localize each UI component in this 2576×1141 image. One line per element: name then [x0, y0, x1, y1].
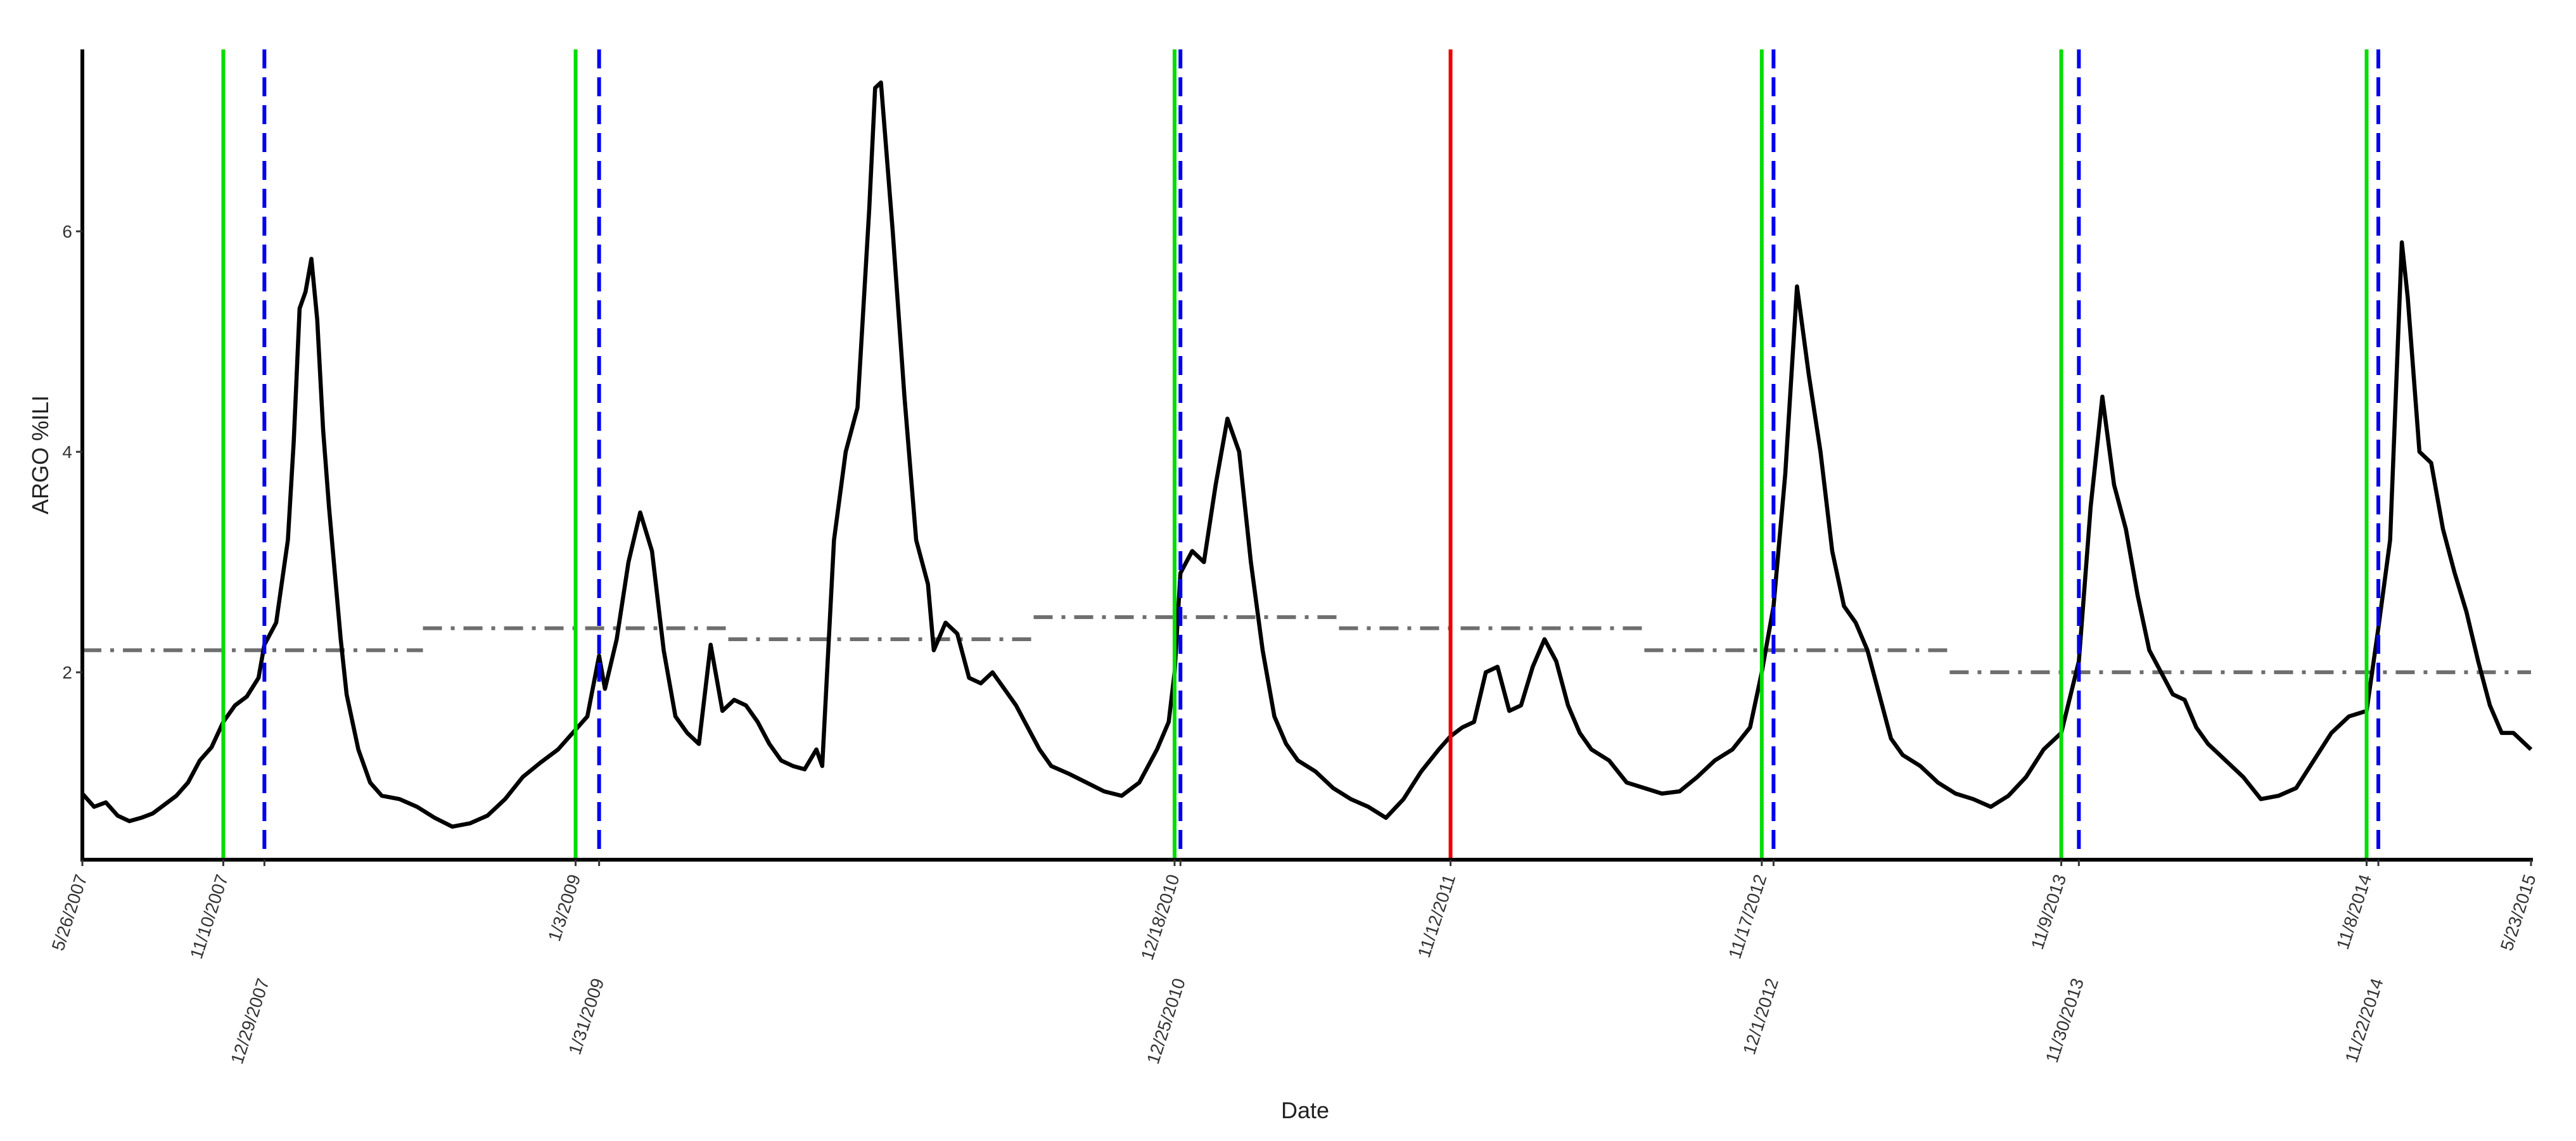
x-tick-label: 12/29/2007	[227, 976, 273, 1066]
x-tick-label: 11/9/2013	[2027, 872, 2070, 952]
argo-ili-series	[80, 80, 2533, 829]
x-tick-label: 11/22/2014	[2342, 976, 2387, 1065]
x-tick-label: 5/23/2015	[2497, 872, 2540, 953]
season-marker-lines	[221, 49, 2381, 860]
x-tick-label: 11/30/2013	[2042, 976, 2088, 1065]
x-tick-label: 11/12/2011	[1414, 872, 1460, 960]
y-axis-title: ARGO %ILI	[27, 395, 53, 514]
x-tick-label: 11/10/2007	[186, 872, 232, 961]
x-axis-title: Date	[1281, 1097, 1329, 1123]
x-tick-label: 5/26/2007	[48, 872, 91, 953]
y-tick-label: 6	[62, 222, 72, 241]
x-tick-label: 11/17/2012	[1725, 872, 1770, 961]
x-tick-label: 12/18/2010	[1137, 872, 1183, 962]
x-tick-label: 1/31/2009	[564, 976, 608, 1057]
y-ticks: 2 4 6	[62, 222, 82, 682]
y-tick-label: 2	[62, 663, 72, 682]
x-ticks: 5/26/2007 11/10/2007 1/3/2009 12/18/2010 11/…	[48, 860, 2540, 1066]
x-tick-label: 1/3/2009	[544, 872, 584, 943]
series-line	[80, 80, 2533, 829]
x-tick-label: 12/25/2010	[1143, 976, 1189, 1066]
seasonal-threshold-lines	[82, 615, 2531, 675]
x-tick-label: 11/8/2014	[2333, 872, 2375, 952]
y-tick-label: 4	[62, 442, 72, 462]
x-tick-label: 12/1/2012	[1739, 976, 1782, 1057]
axes	[80, 49, 2533, 862]
